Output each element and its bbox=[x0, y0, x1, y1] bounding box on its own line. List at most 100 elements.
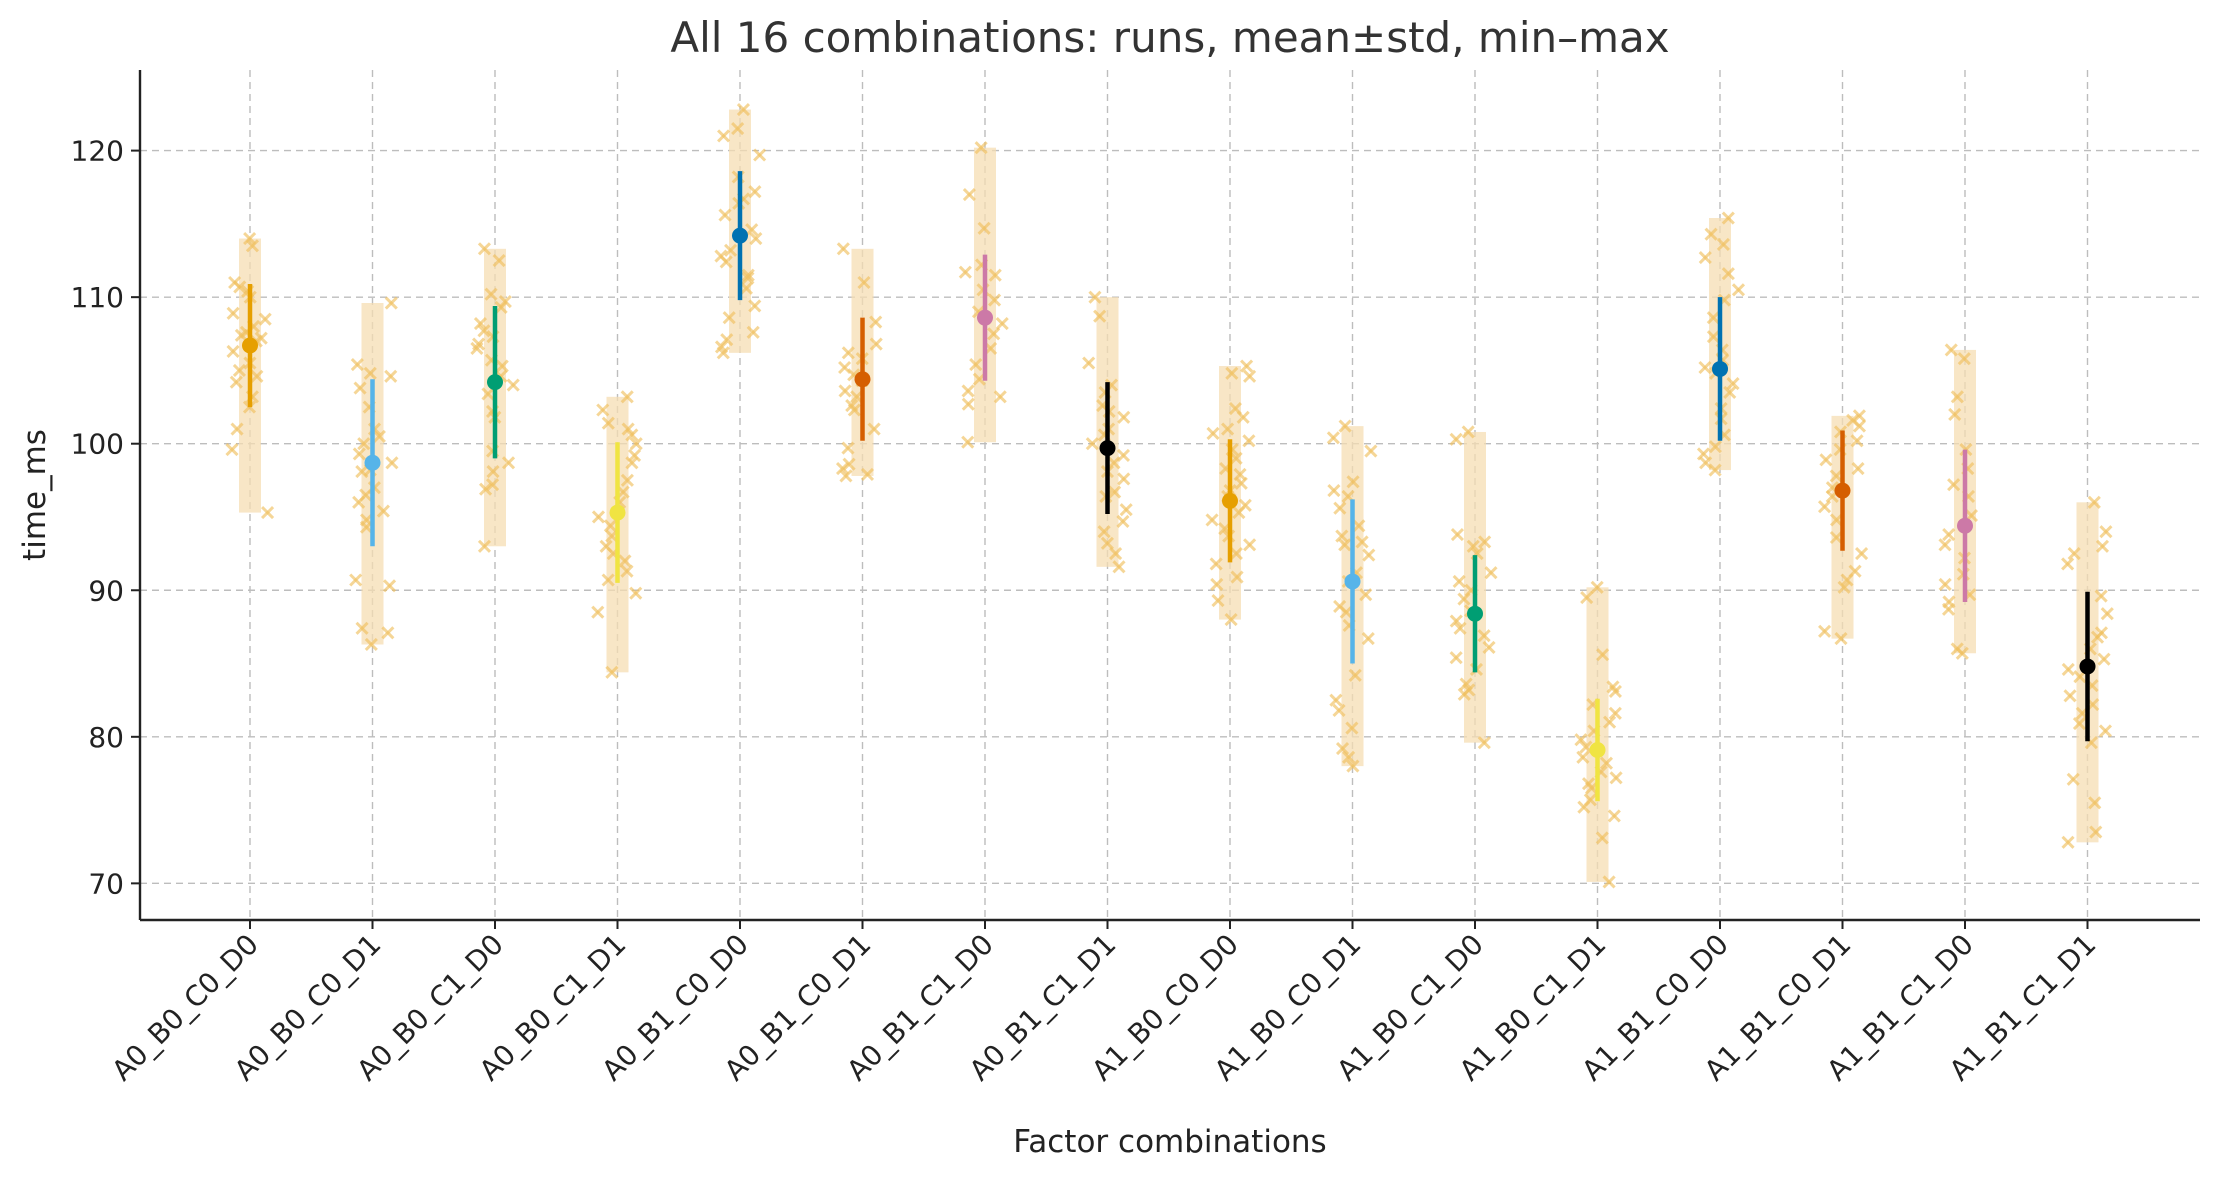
run-point bbox=[232, 363, 246, 377]
mean-point bbox=[1222, 492, 1238, 509]
run-point bbox=[1817, 500, 1832, 514]
run-point bbox=[2098, 724, 2113, 738]
run-point bbox=[1240, 359, 1254, 373]
run-point bbox=[836, 242, 850, 256]
run-point bbox=[601, 573, 615, 587]
run-point bbox=[1599, 756, 1614, 770]
grid-layer bbox=[140, 70, 2200, 920]
run-point bbox=[1333, 501, 1347, 515]
run-point bbox=[1818, 624, 1832, 638]
run-point bbox=[486, 478, 500, 492]
run-point bbox=[629, 586, 643, 600]
run-point bbox=[376, 504, 390, 518]
run-point bbox=[1580, 591, 1594, 605]
run-point bbox=[1716, 237, 1730, 251]
run-point bbox=[1837, 580, 1851, 594]
run-point bbox=[1721, 267, 1735, 281]
mean-point bbox=[854, 371, 871, 388]
mean-point bbox=[2079, 658, 2096, 675]
run-point bbox=[372, 429, 386, 443]
run-point bbox=[993, 390, 1007, 404]
run-point bbox=[1704, 227, 1718, 241]
run-point bbox=[745, 223, 759, 237]
run-point bbox=[1698, 251, 1712, 265]
run-point bbox=[1338, 419, 1352, 433]
run-point bbox=[1232, 506, 1246, 520]
run-point bbox=[736, 103, 750, 117]
run-point bbox=[839, 469, 853, 483]
run-point bbox=[1364, 444, 1378, 458]
run-point bbox=[1484, 566, 1498, 580]
run-point bbox=[603, 519, 618, 533]
run-point bbox=[1108, 485, 1122, 499]
run-point bbox=[1706, 311, 1720, 325]
y-tick-label: 90 bbox=[88, 574, 124, 607]
run-point bbox=[2100, 607, 2114, 621]
run-point bbox=[484, 287, 498, 301]
run-point bbox=[1595, 831, 1609, 845]
run-point bbox=[506, 378, 520, 392]
run-point bbox=[1449, 651, 1463, 665]
std-bars bbox=[247, 171, 2090, 802]
run-point bbox=[1327, 484, 1341, 498]
run-point bbox=[355, 621, 369, 635]
run-point bbox=[838, 384, 852, 398]
run-point bbox=[977, 221, 991, 235]
run-point bbox=[724, 243, 738, 257]
mean-point bbox=[487, 374, 503, 391]
run-point bbox=[486, 464, 500, 479]
run-point bbox=[1840, 573, 1854, 587]
run-point bbox=[385, 456, 399, 470]
run-point bbox=[1097, 525, 1111, 539]
run-point bbox=[1234, 476, 1248, 490]
mean-point bbox=[1467, 605, 1483, 622]
run-point bbox=[625, 456, 639, 470]
run-point bbox=[1109, 547, 1123, 561]
run-point bbox=[1362, 548, 1376, 562]
run-point bbox=[2099, 525, 2113, 539]
run-point bbox=[1457, 592, 1471, 606]
run-point bbox=[628, 448, 642, 462]
run-point bbox=[1577, 800, 1591, 814]
run-point bbox=[2095, 539, 2110, 553]
run-point bbox=[1574, 733, 1588, 747]
run-point bbox=[1938, 577, 1952, 591]
run-point bbox=[1335, 529, 1349, 543]
run-point bbox=[261, 506, 275, 520]
run-point bbox=[987, 293, 1002, 307]
run-point bbox=[1941, 602, 1956, 616]
run-point bbox=[618, 554, 632, 568]
run-point bbox=[1942, 528, 1956, 542]
run-point bbox=[355, 464, 369, 479]
range-bars bbox=[239, 109, 2099, 882]
run-point bbox=[1088, 290, 1102, 304]
run-point bbox=[1332, 703, 1346, 717]
run-point bbox=[620, 564, 634, 578]
run-point bbox=[860, 467, 875, 482]
run-point bbox=[961, 384, 975, 398]
run-point bbox=[601, 416, 615, 430]
run-point bbox=[1082, 356, 1096, 370]
run-point bbox=[741, 271, 755, 285]
run-point bbox=[867, 422, 881, 436]
run-point bbox=[847, 403, 861, 417]
run-point bbox=[384, 369, 398, 383]
run-point bbox=[1706, 330, 1720, 344]
run-point bbox=[1085, 437, 1099, 451]
run-point bbox=[731, 122, 745, 136]
run-point bbox=[869, 315, 883, 329]
run-point bbox=[477, 324, 491, 338]
run-point bbox=[1819, 453, 1833, 467]
run-point bbox=[1608, 706, 1622, 720]
run-point bbox=[1117, 410, 1131, 424]
y-tick-label: 100 bbox=[71, 428, 124, 461]
run-point bbox=[1117, 472, 1131, 486]
run-point bbox=[1938, 538, 1952, 552]
run-point bbox=[479, 482, 493, 496]
mean-point bbox=[242, 337, 258, 354]
run-point bbox=[1449, 614, 1463, 628]
run-point bbox=[591, 510, 606, 524]
run-point bbox=[2090, 630, 2105, 644]
run-point bbox=[1453, 621, 1467, 635]
run-point bbox=[1205, 513, 1219, 527]
